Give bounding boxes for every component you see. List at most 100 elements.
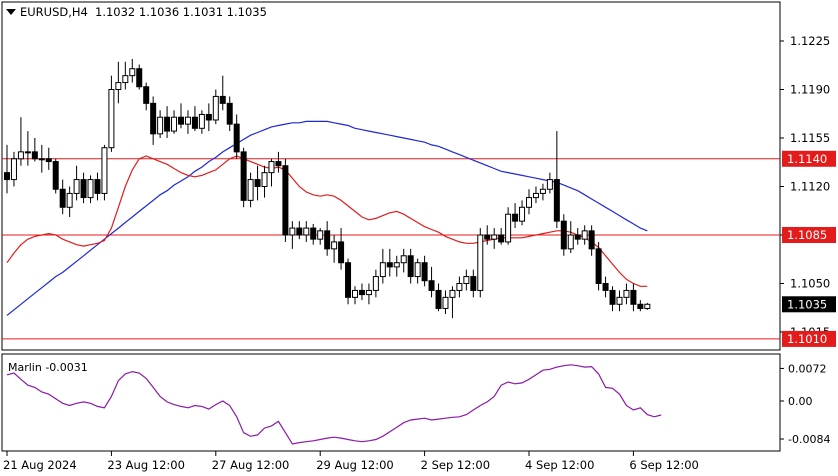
candle-body (233, 123, 240, 153)
candle-body (247, 179, 254, 201)
price-tick-label: 1.1120 (790, 180, 830, 194)
candle-body (407, 255, 414, 278)
candle-body (609, 289, 616, 305)
time-tick-label: 27 Aug 12:00 (212, 458, 290, 472)
candle-body (498, 234, 505, 243)
candle-body (526, 197, 532, 208)
time-tick-label: 4 Sep 12:00 (525, 458, 594, 472)
candle-body (616, 296, 623, 305)
candle-body (588, 230, 595, 250)
candle-body (393, 262, 400, 268)
time-tick-label: 2 Sep 12:00 (421, 458, 490, 472)
candle-body (198, 113, 205, 129)
ma-slow-line (6, 120, 648, 316)
candle-body (470, 276, 477, 291)
marlin-line (6, 364, 662, 445)
horizontal-levels (2, 158, 780, 340)
candle-body (38, 158, 45, 161)
candlesticks (4, 59, 651, 319)
candle-body (52, 161, 59, 190)
candle-body (317, 230, 324, 240)
candle-body (45, 158, 52, 163)
candle-body (602, 283, 609, 291)
price-tick-label: 1.1225 (790, 34, 830, 48)
candle-body (324, 230, 331, 250)
level-badge-label: 1.1085 (787, 228, 827, 242)
candle-body (101, 147, 108, 194)
candle-body (379, 262, 386, 278)
candle-body (310, 227, 317, 240)
time-tick-label: 23 Aug 12:00 (107, 458, 185, 472)
candle-body (345, 262, 352, 298)
candle-body (352, 289, 358, 298)
main-panel (1, 1, 781, 351)
candle-body (386, 262, 393, 268)
time-tick-label: 6 Sep 12:00 (629, 458, 698, 472)
candle-body (59, 188, 66, 208)
candle-body (512, 213, 519, 222)
candle-body (254, 179, 261, 187)
level-badges: 1.1140 1.1085 1.1010 (782, 150, 836, 347)
oscillator-panel (1, 353, 781, 452)
candle-body (372, 276, 379, 291)
level-badge-label: 1.1140 (787, 152, 827, 166)
candle-body (261, 172, 268, 187)
ma-fast-line (6, 155, 648, 287)
candle-body (136, 68, 143, 88)
candle-body (80, 179, 87, 199)
candle-body (644, 303, 651, 309)
candle-body (560, 220, 567, 250)
candle-body (129, 68, 136, 77)
current-price-label: 1.1035 (787, 297, 827, 311)
candle-body (212, 95, 219, 121)
candle-body (414, 262, 421, 278)
candle-body (505, 213, 512, 243)
oscillator-axis: 0.0072 0.00 -0.0084 (780, 362, 830, 446)
candle-body (24, 151, 31, 154)
symbol-title: EURUSD,H4 (20, 5, 88, 19)
moving-averages (6, 120, 648, 316)
candle-body (219, 95, 226, 104)
candle-body (519, 206, 526, 222)
oscillator-tick-label: 0.0072 (788, 362, 827, 375)
current-price-badge (782, 296, 836, 313)
level-badge (782, 150, 836, 167)
candle-body (268, 161, 275, 174)
time-axis: 21 Aug 2024 23 Aug 12:00 27 Aug 12:00 29 Au… (3, 451, 699, 472)
candle-body (637, 303, 644, 309)
candle-body (532, 192, 539, 199)
candle-body (449, 289, 456, 298)
candle-body (17, 151, 24, 160)
candle-body (484, 234, 491, 240)
candle-body (491, 234, 498, 240)
candle-body (240, 151, 247, 201)
candle-body (546, 179, 553, 190)
candle-body (289, 227, 296, 236)
candle-body (4, 172, 10, 181)
level-badge-label: 1.1010 (787, 332, 827, 346)
candle-body (435, 289, 442, 309)
candle-body (539, 188, 546, 194)
dropdown-triangle-icon[interactable] (6, 9, 16, 15)
candle-body (358, 289, 365, 296)
candle-body (365, 289, 372, 296)
candle-body (94, 179, 101, 194)
candle-body (595, 248, 602, 285)
oscillator-line (6, 364, 662, 445)
candle-body (303, 227, 310, 236)
candle-body (338, 241, 345, 264)
level-badge (782, 330, 836, 347)
oscillator-title: Marlin -0.0031 (8, 361, 88, 374)
candle-body (463, 276, 470, 285)
candle-body (581, 230, 588, 240)
candle-body (442, 296, 449, 309)
candle-body (143, 86, 150, 104)
ohlc-readout: 1.1032 1.1036 1.1031 1.1035 (95, 5, 267, 19)
candle-body (191, 116, 198, 129)
candle-body (574, 234, 581, 240)
candle-body (73, 179, 80, 194)
candle-body (31, 151, 38, 160)
candle-body (296, 227, 303, 236)
candle-body (205, 113, 212, 121)
candle-body (157, 116, 164, 135)
